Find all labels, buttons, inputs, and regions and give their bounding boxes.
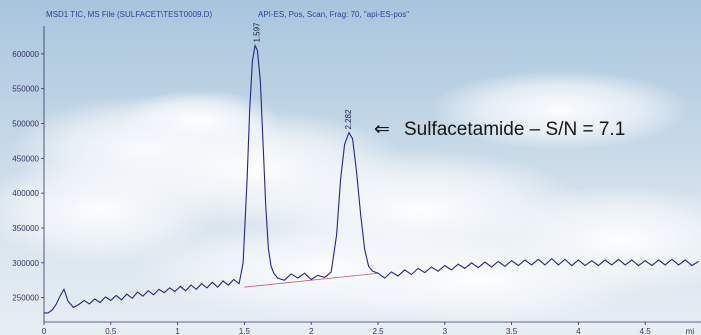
tic-trace-line [44, 43, 699, 314]
y-tick-label: 500000 [12, 120, 39, 129]
y-tick-label: 250000 [12, 294, 39, 303]
integration-baseline [244, 272, 379, 288]
x-tick-label: 2 [309, 327, 314, 335]
x-tick-label: 1 [175, 327, 180, 335]
x-tick-label: 4.5 [640, 327, 652, 335]
x-tick-label: 1.5 [239, 327, 251, 335]
y-axis-ticks: 250000 300000 350000 400000 450000 500000 5500… [12, 50, 44, 303]
clouds [0, 70, 701, 325]
x-axis-ticks: 0 0.5 1 1.5 2 2.5 3 3.5 4 4.5 mi [42, 322, 695, 335]
x-tick-label: 2.5 [372, 327, 384, 335]
x-axis-unit-label: mi [686, 327, 695, 335]
y-tick-label: 300000 [12, 259, 39, 268]
y-tick-label: 450000 [12, 154, 39, 163]
x-tick-label: 0 [42, 327, 47, 335]
peak-labels: 1.597 2.282 [252, 22, 353, 130]
y-tick-label: 400000 [12, 189, 39, 198]
chart-header-method: API-ES, Pos, Scan, Frag: 70, "api-ES-pos… [258, 10, 409, 19]
x-tick-label: 4 [576, 327, 581, 335]
y-tick-label: 350000 [12, 224, 39, 233]
x-tick-label: 0.5 [105, 327, 117, 335]
x-tick-label: 3 [443, 327, 448, 335]
peak-label: 1.597 [252, 22, 261, 43]
peak-label: 2.282 [344, 109, 353, 130]
annotation-arrow: ⇐ [374, 119, 390, 140]
x-tick-label: 3.5 [506, 327, 518, 335]
y-tick-label: 550000 [12, 85, 39, 94]
y-tick-label: 600000 [12, 50, 39, 59]
annotation-text: Sulfacetamide – S/N = 7.1 [404, 119, 625, 140]
chart-header-file: MSD1 TIC, MS File (SULFACET\TEST0009.D) [46, 10, 212, 19]
